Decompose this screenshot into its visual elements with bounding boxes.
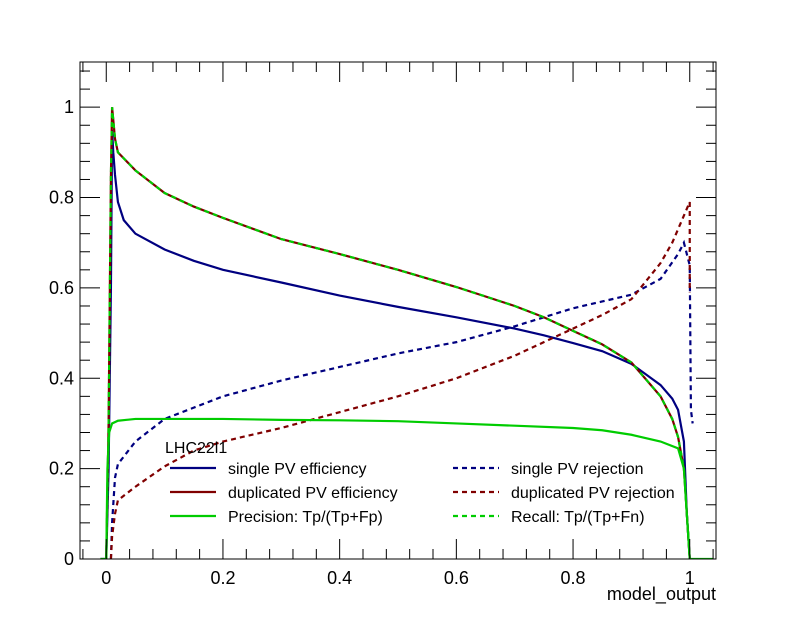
y-tick-label: 1 [64,97,74,117]
legend-header: LHC22l1 [165,440,227,457]
series-line-recall-tp-tp-fn [105,107,691,559]
legend-label: Recall: Tp/(Tp+Fn) [511,509,645,526]
y-tick-label: 0.6 [49,278,74,298]
label-layer: 0 0.2 0.4 0.6 0.8 1 0 0.2 0.4 0.6 0.8 1 [49,97,695,588]
y-tick-label: 0.4 [49,368,74,388]
y-tick-label: 0 [64,549,74,569]
x-tick-label: 0.2 [210,568,235,588]
x-tick-label: 1 [685,568,695,588]
legend-label: duplicated PV rejection [511,485,675,502]
x-tick-label: 0.8 [561,568,586,588]
series-layer [100,107,714,559]
series-line-single-pv-rejection [109,239,694,559]
y-tick-label: 0.2 [49,459,74,479]
legend-label: duplicated PV efficiency [228,485,398,502]
tick-layer [80,62,716,560]
legend-label: single PV rejection [511,461,644,478]
plot-frame [79,61,717,560]
legend-label: single PV efficiency [228,461,366,478]
x-axis-title: model_output [607,584,716,605]
y-tick-label: 0.8 [49,188,74,208]
series-line-single-pv-efficiency [100,129,691,559]
x-tick-label: 0 [101,568,111,588]
series-line-duplicated-pv-rejection [109,201,691,559]
x-tick-label: 0.4 [327,568,352,588]
legend-label: Precision: Tp/(Tp+Fp) [228,509,383,526]
series-line-precision-tp-tp-fp [100,417,714,559]
x-tick-label: 0.6 [444,568,469,588]
legend: LHC22l1 single PV efficiency single PV re… [165,440,675,526]
